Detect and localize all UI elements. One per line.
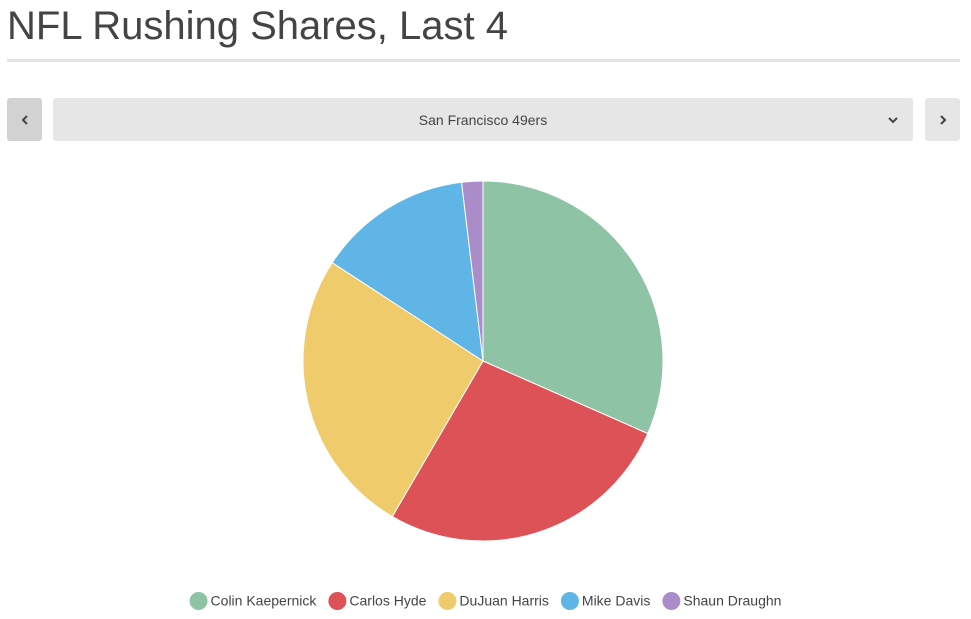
pie-slice [302, 261, 484, 518]
pie-slice [391, 360, 649, 542]
pie-slice [331, 181, 484, 363]
chevron-right [939, 114, 946, 125]
chevron-down [888, 116, 898, 123]
legend-marker[interactable] [189, 592, 208, 610]
legend-marker[interactable] [438, 592, 457, 610]
legend-marker[interactable] [328, 592, 347, 610]
pie-slice [482, 180, 664, 435]
pie-slice [461, 180, 484, 362]
legend-label[interactable]: Carlos Hyde [349, 593, 426, 609]
team-select-label: San Francisco 49ers [418, 112, 548, 128]
legend-marker[interactable] [662, 592, 681, 610]
legend-label[interactable]: DuJuan Harris [459, 593, 548, 609]
legend-marker[interactable] [560, 592, 579, 610]
team-select[interactable]: San Francisco 49ers [53, 98, 913, 141]
previous-button[interactable] [7, 98, 42, 141]
chevron-left [21, 114, 28, 125]
legend-label[interactable]: Colin Kaepernick [211, 593, 318, 609]
legend-label[interactable]: Mike Davis [582, 593, 650, 609]
title-rule [7, 59, 960, 62]
page-title: NFL Rushing Shares, Last 4 [7, 4, 508, 48]
legend-label[interactable]: Shaun Draughn [683, 593, 781, 609]
next-button[interactable] [925, 98, 960, 141]
